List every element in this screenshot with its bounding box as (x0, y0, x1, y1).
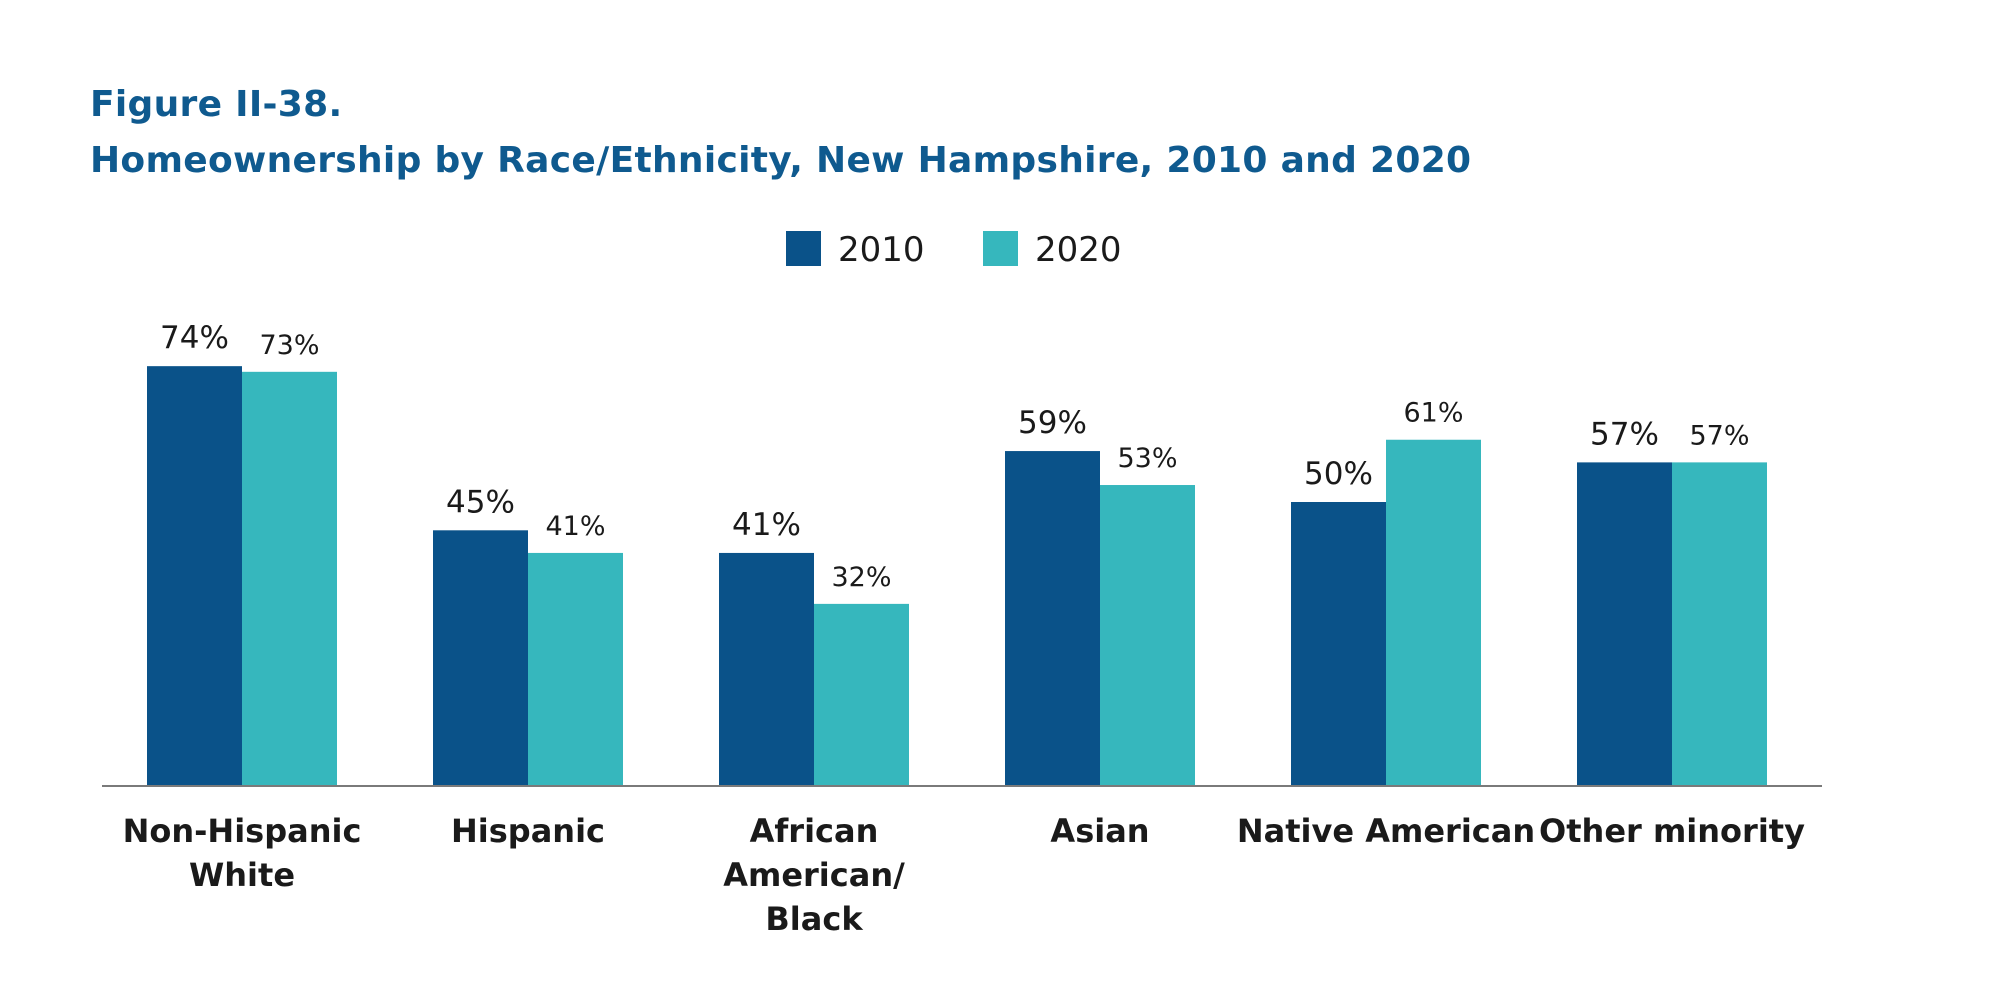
bar-2010-3 (1005, 451, 1100, 785)
value-label-2020-4: 61% (1403, 398, 1463, 429)
value-label-2010-3: 59% (1018, 405, 1087, 441)
legend-swatch-2020 (983, 231, 1018, 266)
category-label-2-line-1: American/ (723, 856, 905, 894)
figure-title: Homeownership by Race/Ethnicity, New Ham… (90, 140, 1472, 181)
value-label-2010-1: 45% (446, 484, 515, 520)
legend-label-2010: 2010 (838, 230, 925, 270)
value-label-2010-0: 74% (160, 320, 229, 356)
legend-swatch-2010 (786, 231, 821, 266)
category-label-4-line-0: Native American (1237, 812, 1535, 850)
value-label-2020-3: 53% (1117, 443, 1177, 474)
bar-2020-2 (814, 603, 909, 785)
bar-2010-2 (719, 552, 814, 785)
value-label-2020-1: 41% (545, 511, 605, 542)
bar-2020-4 (1386, 439, 1481, 785)
value-label-2020-5: 57% (1689, 420, 1749, 451)
value-label-group: 74% 73% 45% 41% 41% 32% 59% 53% 50% 61% 57% 57% (160, 320, 1749, 593)
value-label-2020-0: 73% (259, 330, 319, 361)
bar-2020-1 (528, 552, 623, 785)
legend-label-2020: 2020 (1035, 230, 1122, 270)
category-label-0-line-0: Non-Hispanic (123, 812, 362, 850)
category-label-5-line-0: Other minority (1539, 812, 1805, 850)
bar-2010-0 (147, 366, 242, 785)
category-label-group: Non-Hispanic White Hispanic African American… (123, 812, 1806, 938)
bar-2020-0 (242, 371, 337, 785)
value-label-2020-2: 32% (831, 562, 891, 593)
value-label-2010-5: 57% (1590, 416, 1659, 452)
bar-2010-4 (1291, 502, 1386, 785)
bar-2010-1 (433, 530, 528, 785)
value-label-2010-4: 50% (1304, 456, 1373, 492)
value-label-2010-2: 41% (732, 507, 801, 543)
bar-2020-5 (1672, 462, 1767, 785)
category-label-1-line-0: Hispanic (451, 812, 605, 850)
category-label-3-line-0: Asian (1050, 812, 1149, 850)
chart-legend: 2010 2020 (786, 230, 1122, 270)
category-label-2-line-0: African (750, 812, 879, 850)
bar-2020-3 (1100, 485, 1195, 785)
figure-label: Figure II-38. (90, 84, 343, 125)
category-label-0-line-1: White (189, 856, 295, 894)
bar-2010-5 (1577, 462, 1672, 785)
category-label-2-line-2: Black (765, 900, 863, 938)
bar-group (147, 366, 1767, 785)
